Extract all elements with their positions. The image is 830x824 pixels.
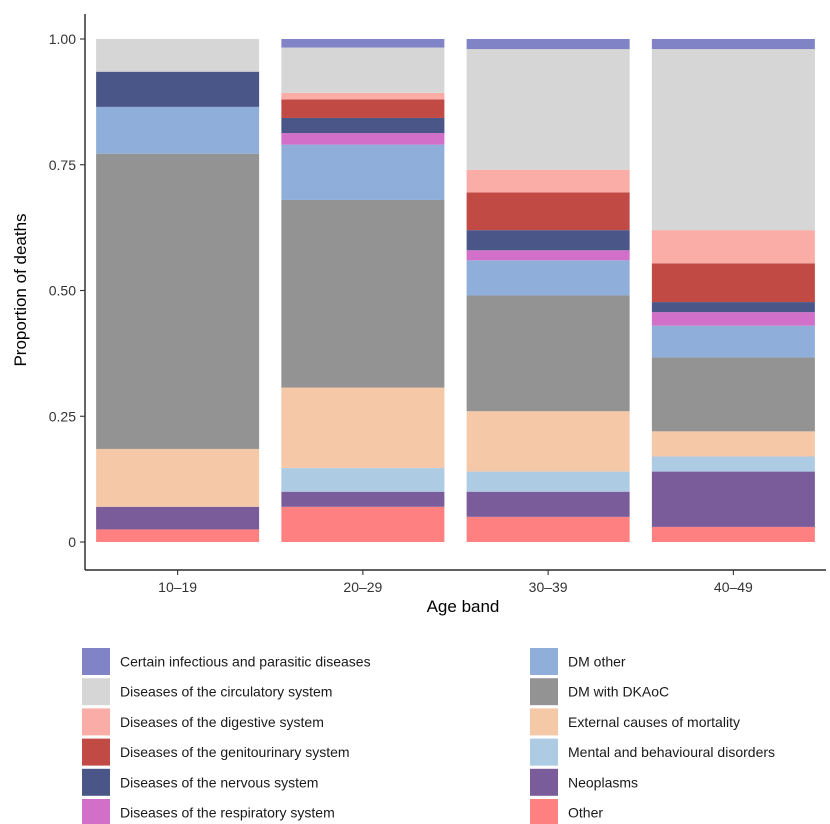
- bar-segment-dm-other-40-49: [651, 325, 815, 358]
- legend-key-external-causes-of-mortality: [530, 708, 558, 736]
- bar-segment-diseases-of-the-respiratory-system-40-49: [651, 312, 815, 326]
- legend-key-dm-other: [530, 648, 558, 675]
- y-tick-label: 0.75: [49, 157, 76, 173]
- bar-segment-certain-infectious-and-parasitic-diseases-40-49: [651, 39, 815, 50]
- bar-segment-diseases-of-the-respiratory-system-30-39: [466, 250, 630, 261]
- x-axis-ticks: 10–19 20–29 30–39 40–49: [158, 570, 753, 595]
- bar-segment-external-causes-of-mortality-10-19: [96, 448, 260, 507]
- bar-segment-diseases-of-the-digestive-system-40-49: [651, 230, 815, 264]
- bar-segment-certain-infectious-and-parasitic-diseases-30-39: [466, 39, 630, 50]
- bar-segment-dm-other-30-39: [466, 260, 630, 296]
- bar-segment-diseases-of-the-digestive-system-30-39: [466, 169, 630, 193]
- x-tick-label: 30–39: [529, 579, 568, 595]
- bar-segment-dm-with-dkaoc-40-49: [651, 357, 815, 432]
- legend-key-diseases-of-the-nervous-system: [82, 768, 110, 796]
- bar-segment-other-40-49: [651, 526, 815, 542]
- bar-segment-other-10-19: [96, 529, 260, 542]
- y-tick-label: 0: [68, 534, 76, 550]
- bar-segment-external-causes-of-mortality-40-49: [651, 431, 815, 457]
- bar-segment-diseases-of-the-circulatory-system-40-49: [651, 49, 815, 231]
- legend-label-diseases-of-the-circulatory-system: Diseases of the circulatory system: [120, 684, 332, 700]
- legend-label-diseases-of-the-respiratory-system: Diseases of the respiratory system: [120, 805, 335, 821]
- bar-segment-other-30-39: [466, 516, 630, 542]
- legend-label-certain-infectious-and-parasitic-diseases: Certain infectious and parasitic disease…: [120, 654, 371, 670]
- legend-label-other: Other: [568, 805, 603, 821]
- bar-segment-diseases-of-the-nervous-system-20-29: [281, 117, 445, 134]
- bar-segment-certain-infectious-and-parasitic-diseases-20-29: [281, 39, 445, 48]
- legend-label-diseases-of-the-nervous-system: Diseases of the nervous system: [120, 774, 318, 790]
- bar-segment-dm-with-dkaoc-30-39: [466, 295, 630, 412]
- y-tick-label: 0.25: [49, 408, 76, 424]
- legend-key-diseases-of-the-respiratory-system: [82, 799, 110, 824]
- bars-group: [96, 39, 815, 542]
- x-tick-label: 20–29: [343, 579, 382, 595]
- legend-label-dm-other: DM other: [568, 654, 626, 670]
- legend-label-dm-with-dkaoc: DM with DKAoC: [568, 684, 669, 700]
- bar-segment-diseases-of-the-genitourinary-system-20-29: [281, 99, 445, 118]
- bar-segment-diseases-of-the-digestive-system-20-29: [281, 92, 445, 100]
- bar-segment-mental-and-behavioural-disorders-20-29: [281, 468, 445, 492]
- bar-segment-diseases-of-the-nervous-system-40-49: [651, 302, 815, 313]
- bar-segment-diseases-of-the-circulatory-system-10-19: [96, 39, 260, 72]
- legend: Certain infectious and parasitic disease…: [82, 648, 775, 824]
- x-tick-label: 10–19: [158, 579, 197, 595]
- legend-label-external-causes-of-mortality: External causes of mortality: [568, 714, 740, 730]
- legend-key-diseases-of-the-genitourinary-system: [82, 738, 110, 766]
- y-axis-ticks: 0 0.25 0.50 0.75 1.00: [49, 31, 85, 550]
- bar-segment-diseases-of-the-nervous-system-10-19: [96, 71, 260, 107]
- y-tick-label: 0.50: [49, 283, 76, 299]
- bar-segment-external-causes-of-mortality-20-29: [281, 387, 445, 469]
- legend-key-dm-with-dkaoc: [530, 678, 558, 706]
- bar-segment-other-20-29: [281, 506, 445, 542]
- legend-key-neoplasms: [530, 768, 558, 796]
- bar-segment-diseases-of-the-circulatory-system-20-29: [281, 47, 445, 93]
- legend-key-diseases-of-the-circulatory-system: [82, 678, 110, 706]
- bar-segment-dm-other-20-29: [281, 144, 445, 200]
- bar-segment-diseases-of-the-genitourinary-system-40-49: [651, 263, 815, 303]
- legend-key-certain-infectious-and-parasitic-diseases: [82, 648, 110, 675]
- legend-key-diseases-of-the-digestive-system: [82, 708, 110, 736]
- legend-label-diseases-of-the-genitourinary-system: Diseases of the genitourinary system: [120, 744, 350, 760]
- bar-segment-dm-other-10-19: [96, 106, 260, 154]
- legend-label-mental-and-behavioural-disorders: Mental and behavioural disorders: [568, 744, 775, 760]
- legend-label-diseases-of-the-digestive-system: Diseases of the digestive system: [120, 714, 324, 730]
- bar-segment-neoplasms-20-29: [281, 491, 445, 507]
- bar-segment-mental-and-behavioural-disorders-40-49: [651, 456, 815, 472]
- bar-segment-diseases-of-the-respiratory-system-20-29: [281, 133, 445, 145]
- x-tick-label: 40–49: [714, 579, 753, 595]
- legend-key-mental-and-behavioural-disorders: [530, 738, 558, 766]
- y-tick-label: 1.00: [49, 31, 76, 47]
- bar-segment-external-causes-of-mortality-30-39: [466, 411, 630, 472]
- bar-segment-dm-with-dkaoc-20-29: [281, 199, 445, 388]
- bar-segment-neoplasms-10-19: [96, 506, 260, 530]
- legend-key-other: [530, 799, 558, 824]
- bar-segment-mental-and-behavioural-disorders-30-39: [466, 471, 630, 492]
- bar-segment-dm-with-dkaoc-10-19: [96, 153, 260, 449]
- y-axis-title: Proportion of deaths: [11, 213, 30, 366]
- bar-segment-diseases-of-the-genitourinary-system-30-39: [466, 192, 630, 231]
- legend-label-neoplasms: Neoplasms: [568, 774, 638, 790]
- x-axis-title: Age band: [427, 597, 500, 616]
- bar-segment-neoplasms-40-49: [651, 471, 815, 527]
- bar-segment-diseases-of-the-circulatory-system-30-39: [466, 49, 630, 170]
- bar-segment-diseases-of-the-nervous-system-30-39: [466, 230, 630, 251]
- bar-segment-neoplasms-30-39: [466, 491, 630, 517]
